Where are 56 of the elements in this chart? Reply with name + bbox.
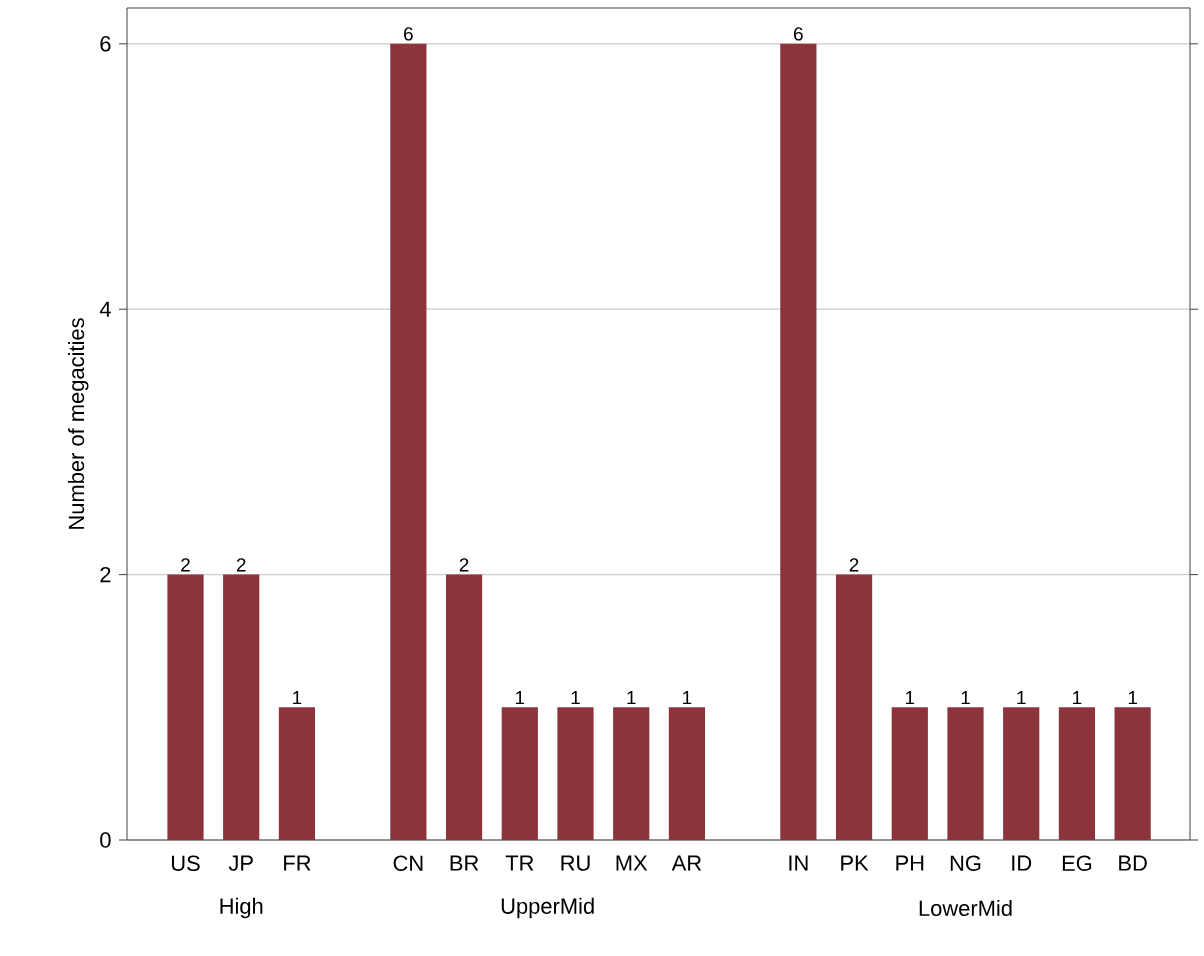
data-label: 6 bbox=[404, 27, 413, 41]
x-tick-label: EG bbox=[1062, 855, 1092, 872]
x-tick-label: IN bbox=[789, 855, 808, 871]
y-tick-label: 4 bbox=[99, 301, 111, 317]
y-axis-title: Number of megacities bbox=[68, 318, 89, 529]
data-label: 2 bbox=[459, 558, 469, 572]
data-label: 1 bbox=[1017, 691, 1026, 705]
bar bbox=[557, 707, 594, 840]
data-label: 1 bbox=[1073, 691, 1082, 705]
x-tick-label: FR bbox=[284, 855, 311, 871]
x-tick-label: US bbox=[171, 855, 200, 872]
bar bbox=[1003, 707, 1040, 840]
bar bbox=[613, 707, 650, 840]
bar bbox=[445, 574, 483, 840]
bar bbox=[223, 574, 260, 840]
bar bbox=[1058, 707, 1096, 840]
bar bbox=[167, 574, 204, 840]
text: UpperMid bbox=[501, 897, 594, 919]
bar bbox=[390, 43, 427, 840]
data-label: 1 bbox=[1128, 691, 1137, 705]
x-tick-label: AR bbox=[671, 855, 702, 871]
bar bbox=[947, 707, 984, 840]
x-tick-label: NG bbox=[950, 855, 981, 872]
x-tick-label: PH bbox=[896, 855, 924, 871]
x-tick-label: MX bbox=[616, 855, 648, 871]
y-tick-label: 2 bbox=[100, 566, 111, 583]
bar bbox=[1114, 707, 1151, 840]
data-label: 6 bbox=[794, 27, 803, 41]
x-tick-label: ID bbox=[1012, 855, 1032, 871]
bar bbox=[835, 574, 873, 840]
x-tick-label: BR bbox=[450, 855, 479, 871]
data-label: 2 bbox=[849, 558, 859, 572]
bar bbox=[780, 43, 817, 840]
bar bbox=[501, 707, 538, 840]
data-label: 1 bbox=[961, 691, 970, 705]
x-tick-label: TR bbox=[505, 855, 534, 871]
x-tick-label: BD bbox=[1119, 855, 1147, 871]
y-tick-label: 0 bbox=[100, 832, 111, 848]
data-label: 2 bbox=[236, 558, 246, 572]
data-label: 1 bbox=[905, 691, 915, 705]
data-label: 1 bbox=[293, 691, 302, 705]
data-label: 1 bbox=[627, 691, 636, 705]
bar bbox=[668, 707, 706, 840]
data-label: 1 bbox=[683, 691, 692, 705]
data-label: 1 bbox=[571, 691, 580, 705]
text: LowerMid bbox=[919, 899, 1012, 917]
bar bbox=[278, 707, 316, 840]
x-tick-label: JP bbox=[228, 855, 253, 871]
data-label: 1 bbox=[515, 691, 525, 705]
data-label: 2 bbox=[181, 558, 190, 572]
text: High bbox=[220, 897, 263, 919]
x-tick-label: PK bbox=[841, 855, 869, 871]
x-tick-label: RU bbox=[561, 855, 590, 871]
y-tick-label: 6 bbox=[100, 36, 111, 52]
x-tick-label: CN bbox=[393, 855, 423, 872]
bar bbox=[891, 707, 928, 840]
